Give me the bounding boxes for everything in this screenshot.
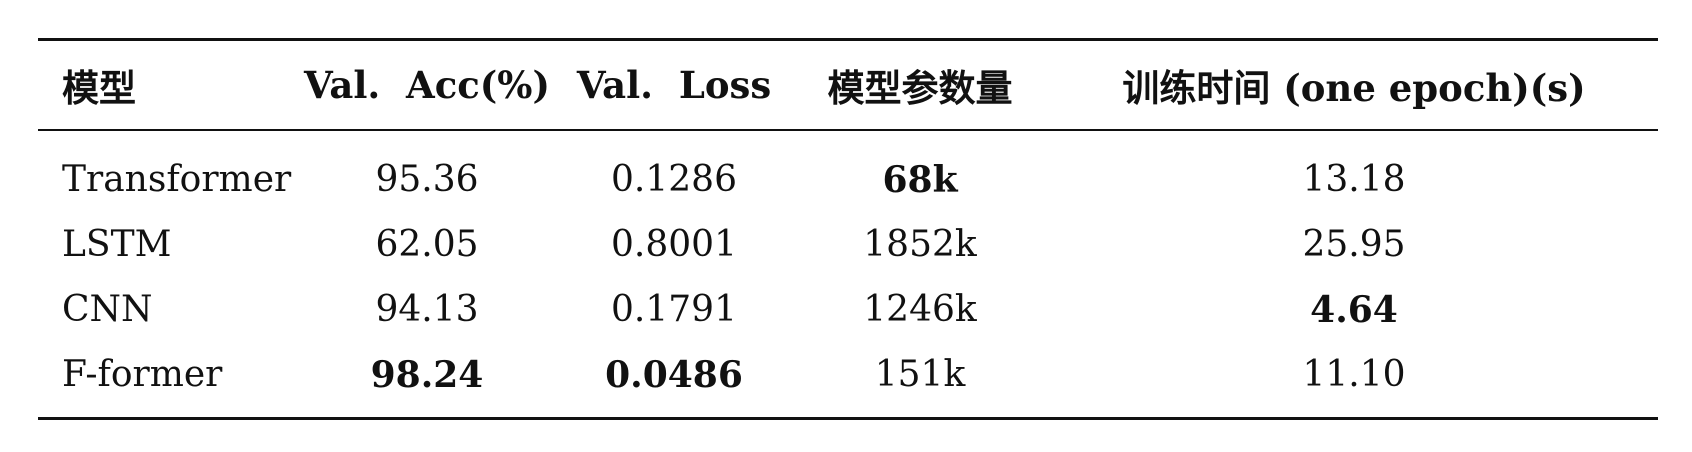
table-body: Transformer 95.36 0.1286 68k 13.18 LSTM … <box>38 130 1658 419</box>
cell-train-time: 13.18 <box>1302 159 1406 200</box>
cell-val-acc: 95.36 <box>375 159 479 200</box>
header-val-loss: Val. Loss <box>576 63 772 107</box>
header-row: 模型 Val. Acc(%) Val. Loss 模型参数量 训练时间 (one… <box>38 39 1658 130</box>
cell-train-time: 25.95 <box>1302 224 1406 265</box>
cell-val-loss: 0.0486 <box>605 353 743 396</box>
table-row: CNN 94.13 0.1791 1246k 4.64 <box>38 277 1658 342</box>
table-row: Transformer 95.36 0.1286 68k 13.18 <box>38 130 1658 212</box>
cell-val-loss: 0.1791 <box>611 289 737 330</box>
cell-val-acc: 94.13 <box>375 289 479 330</box>
table-header: 模型 Val. Acc(%) Val. Loss 模型参数量 训练时间 (one… <box>38 39 1658 130</box>
header-train-time: 训练时间 (one epoch)(s) <box>1122 66 1586 110</box>
cell-val-acc: 98.24 <box>370 353 484 396</box>
table-row: F-former 98.24 0.0486 151k 11.10 <box>38 342 1658 419</box>
header-model: 模型 <box>62 67 136 110</box>
cell-param-count: 1852k <box>863 224 977 265</box>
cell-model: CNN <box>62 289 153 330</box>
cell-val-loss: 0.8001 <box>611 224 737 265</box>
cell-model: F-former <box>62 354 223 395</box>
cell-model: Transformer <box>62 159 292 200</box>
table-row: LSTM 62.05 0.8001 1852k 25.95 <box>38 212 1658 277</box>
results-table: 模型 Val. Acc(%) Val. Loss 模型参数量 训练时间 (one… <box>38 38 1658 420</box>
cell-train-time: 11.10 <box>1302 354 1406 395</box>
cell-model: LSTM <box>62 224 172 265</box>
cell-param-count: 151k <box>874 354 966 395</box>
header-val-acc: Val. Acc(%) <box>304 63 550 107</box>
cell-val-acc: 62.05 <box>375 224 479 265</box>
cell-val-loss: 0.1286 <box>611 159 737 200</box>
results-table-container: 模型 Val. Acc(%) Val. Loss 模型参数量 训练时间 (one… <box>38 38 1658 420</box>
header-param-count: 模型参数量 <box>827 67 1013 110</box>
cell-train-time: 4.64 <box>1310 288 1398 331</box>
cell-param-count: 1246k <box>863 289 977 330</box>
cell-param-count: 68k <box>882 158 958 201</box>
